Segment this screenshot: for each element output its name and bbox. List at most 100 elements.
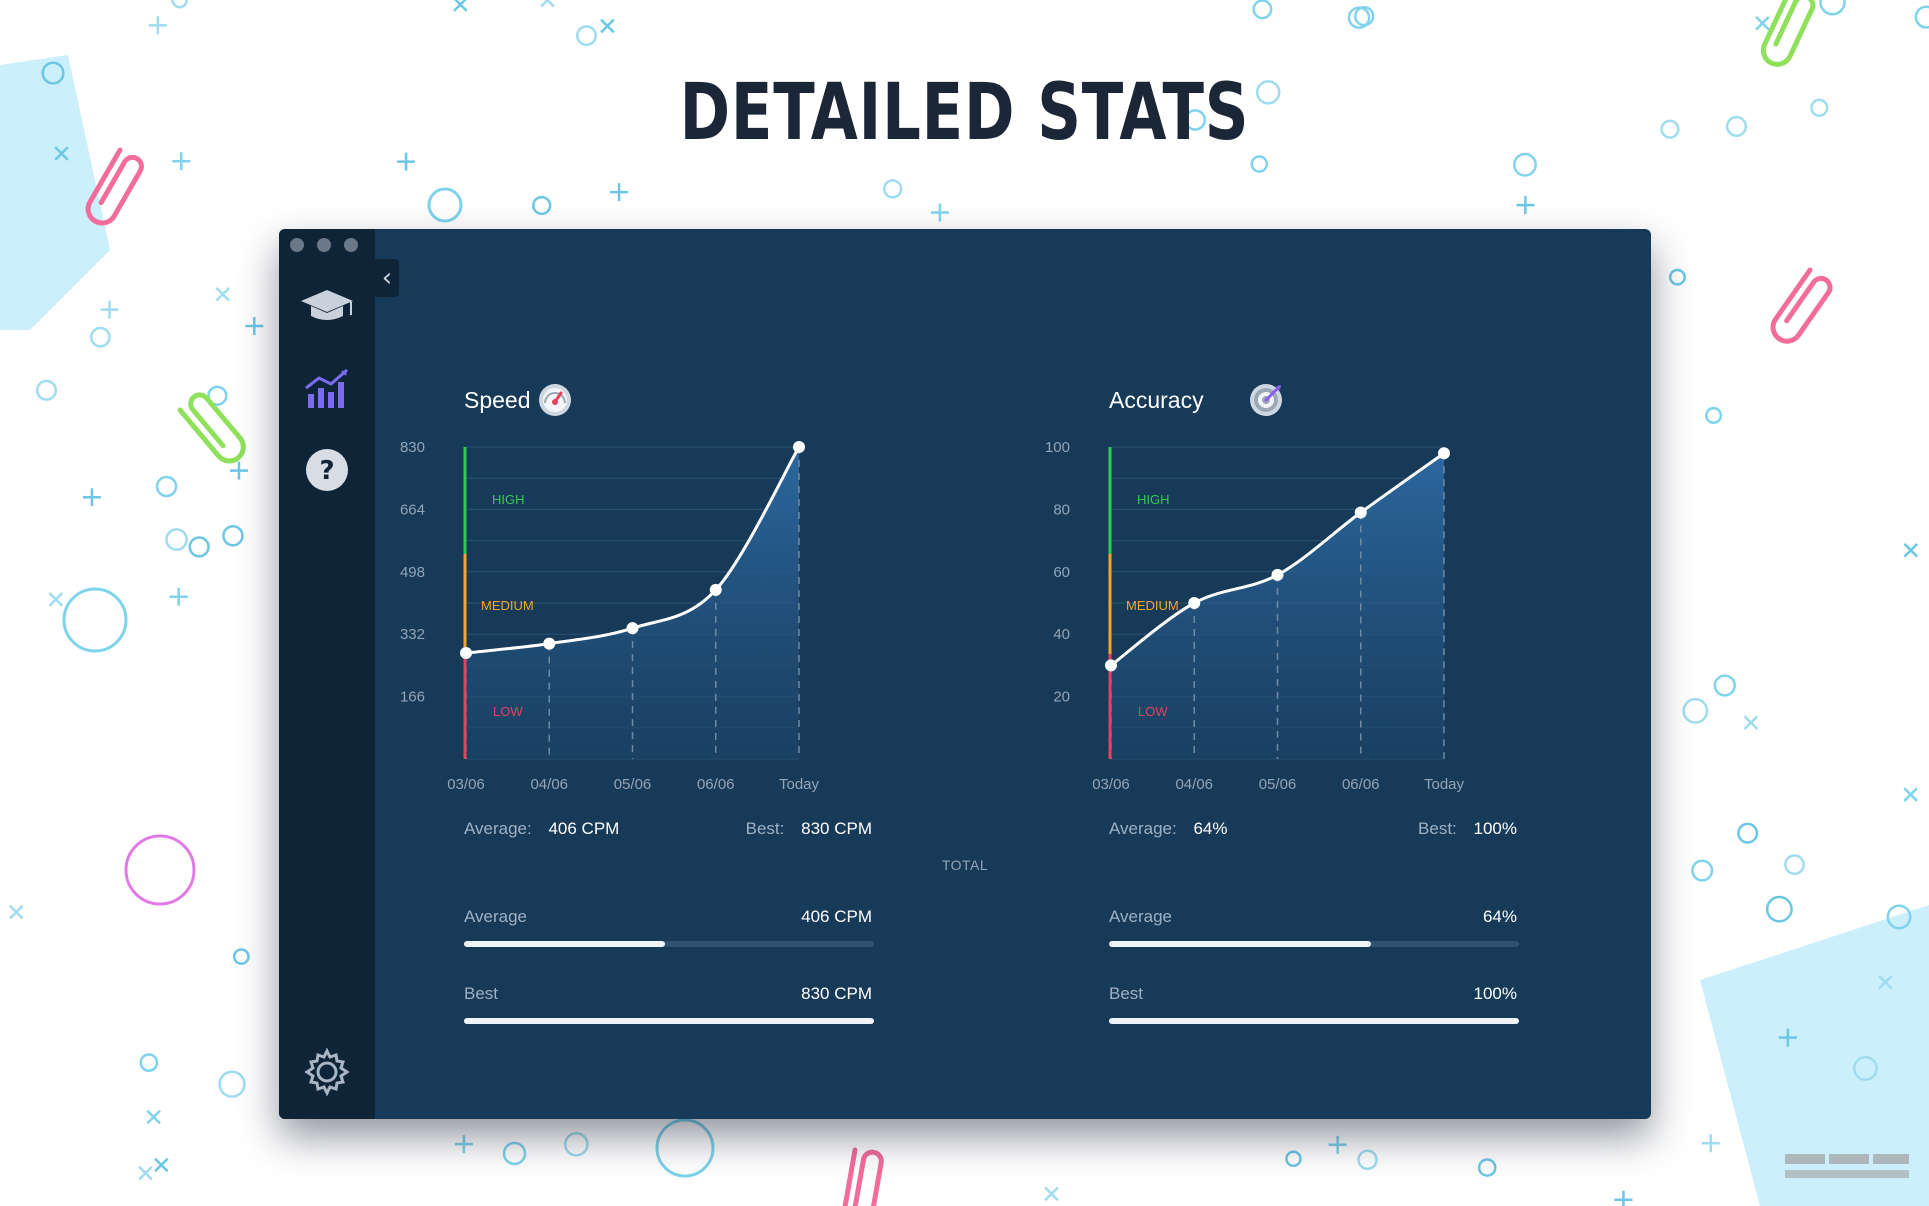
doodle-circle: [1784, 854, 1805, 876]
stat-label: Average:: [464, 819, 532, 838]
gear-icon: [304, 1047, 350, 1097]
doodle-circle: [1819, 0, 1846, 16]
y-tick-label: 20: [1053, 689, 1070, 706]
total-section-label: TOTAL: [941, 857, 989, 873]
data-point[interactable]: [1438, 447, 1450, 460]
doodle-circle: [532, 195, 552, 216]
doodle-cross: [82, 488, 101, 507]
average-progress-bar: [464, 941, 874, 947]
stat-label: Best:: [745, 819, 785, 838]
accuracy-chart: 100 80 60 40 20 HIGH MEDIUM LOW 03/06 04/06 05/06 0…: [1045, 439, 1465, 793]
progress-fill: [464, 941, 665, 947]
speedometer-icon: [539, 384, 571, 416]
x-tick-label: 05/06: [614, 776, 652, 793]
sidebar-collapse-button[interactable]: ‹: [375, 259, 399, 297]
doodle-cross: [1903, 543, 1919, 558]
doodle-circle: [655, 1118, 715, 1178]
doodle-cross: [1903, 787, 1918, 802]
bar-label: Best: [1109, 984, 1144, 1003]
sidebar-item-help[interactable]: ?: [299, 442, 355, 498]
doodle-circle: [62, 587, 128, 653]
x-tick-label: 06/06: [1342, 776, 1380, 793]
y-tick-label: 498: [400, 564, 425, 581]
zone-label: LOW: [1138, 704, 1168, 719]
doodle-cross: [610, 183, 629, 202]
data-point[interactable]: [543, 637, 556, 650]
data-point[interactable]: [1354, 506, 1367, 519]
speed-average-stat: Average: 406 CPM: [464, 819, 619, 839]
chevron-left-icon: ‹: [381, 263, 393, 293]
doodle-cross: [1743, 715, 1759, 730]
doodle-cross: [229, 461, 248, 480]
doodle-circle: [1737, 822, 1759, 844]
y-tick-label: 166: [400, 689, 425, 706]
doodle-circle: [139, 1053, 159, 1072]
doodle-circle: [1477, 1158, 1497, 1177]
doodle-circle: [1255, 80, 1281, 105]
bar-value: 100%: [1473, 984, 1517, 1003]
target-icon: [1250, 384, 1282, 416]
doodle-cross: [1878, 975, 1893, 990]
doodle-cross: [9, 904, 24, 920]
zone-label: MEDIUM: [1126, 598, 1179, 613]
progress-fill: [1109, 941, 1372, 947]
doodle-circle: [90, 326, 111, 348]
window-minimize-button[interactable]: [317, 238, 331, 252]
x-tick-label: Today: [1424, 776, 1465, 793]
data-point[interactable]: [709, 583, 722, 596]
graduation-cap-icon: [301, 290, 353, 320]
doodle-circle: [563, 1131, 589, 1157]
doodle-circle: [35, 379, 58, 401]
doodle-circle: [171, 0, 188, 9]
sidebar-item-settings[interactable]: [299, 1044, 355, 1100]
best-progress-bar: [464, 1018, 874, 1024]
doodle-circle: [1285, 1150, 1302, 1168]
stat-value: 406 CPM: [548, 819, 620, 838]
doodle-cross: [1516, 196, 1535, 215]
doodle-cross: [146, 1109, 161, 1125]
sidebar-item-stats[interactable]: [299, 360, 355, 416]
doodle-circle: [1691, 859, 1714, 882]
doodle-circle: [1660, 119, 1680, 139]
accuracy-panel: Accuracy 100 80 60 40 20 HIGH MEDIUM LOW 03/06 04…: [1020, 229, 1580, 1119]
doodle-cross: [169, 587, 188, 606]
data-point[interactable]: [1105, 659, 1117, 672]
y-tick-label: 60: [1053, 564, 1070, 581]
zone-label: HIGH: [1137, 492, 1170, 507]
doodle-cross: [1778, 1028, 1797, 1047]
data-point[interactable]: [626, 622, 639, 635]
bar-label: Average: [1109, 907, 1173, 926]
data-point[interactable]: [1188, 597, 1201, 609]
doodle-circle: [1250, 155, 1269, 173]
doodle-circle: [1810, 98, 1829, 117]
help-icon: ?: [306, 449, 348, 491]
doodle-cross: [245, 317, 264, 336]
doodle-circle: [1886, 904, 1912, 930]
x-tick-label: Today: [779, 776, 820, 793]
doodle-circle: [1512, 152, 1537, 177]
x-tick-label: 04/06: [530, 776, 568, 793]
window-close-button[interactable]: [290, 238, 304, 252]
doodle-circle: [427, 187, 463, 223]
sidebar-item-lessons[interactable]: [299, 276, 355, 332]
doodle-cross: [1044, 1186, 1059, 1202]
paperclip-icon: [85, 147, 144, 226]
paperclip-icon: [177, 392, 246, 464]
data-point[interactable]: [1271, 568, 1284, 581]
y-tick-label: 80: [1053, 501, 1070, 518]
data-point[interactable]: [460, 646, 472, 659]
bar-value: 64%: [1482, 907, 1517, 926]
doodle-cross: [172, 152, 191, 171]
paperclip-icon: [841, 1147, 884, 1206]
doodle-circle: [232, 948, 250, 966]
data-point[interactable]: [793, 441, 805, 453]
doodle-circle: [165, 528, 188, 551]
doodle-cross: [138, 1165, 153, 1181]
bar-label: Average: [464, 907, 528, 926]
doodle-circle: [1853, 1055, 1878, 1081]
bar-value: 830 CPM: [801, 984, 872, 1003]
window-zoom-button[interactable]: [344, 238, 358, 252]
doodle-cross: [397, 152, 416, 171]
x-tick-label: 03/06: [1092, 776, 1130, 793]
